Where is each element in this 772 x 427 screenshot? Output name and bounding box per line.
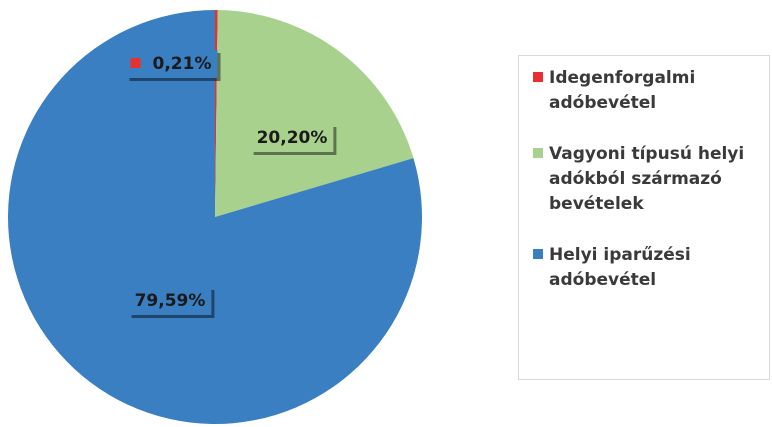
pie-slice [8, 10, 422, 425]
legend-label: Vagyoni típusú helyi adókból származó be… [549, 144, 745, 214]
pie-slice [215, 10, 414, 217]
label-box [128, 287, 212, 315]
data-label-text: 0,21% [153, 54, 212, 74]
legend-key [533, 249, 543, 259]
data-label-text: 20,20% [257, 128, 328, 148]
data-label: 0,21% [126, 50, 221, 81]
data-label: 79,59% [128, 287, 215, 318]
legend-label: Idegenforgalmi adóbevétel [549, 68, 696, 113]
legend-key [533, 72, 543, 82]
legend-entry: Idegenforgalmi adóbevétel [533, 66, 761, 116]
data-label: 20,20% [250, 124, 337, 155]
data-label-text: 79,59% [135, 291, 206, 311]
legend-key [533, 148, 543, 158]
legend: Idegenforgalmi adóbevétel Vagyoni típusú … [518, 55, 770, 380]
legend-entry: Vagyoni típusú helyi adókból származó be… [533, 142, 761, 217]
pie-area: 0,21% 20,20% 79,59% [8, 10, 422, 425]
label-box [250, 124, 334, 152]
label-key [130, 58, 141, 68]
label-box [126, 50, 218, 78]
legend-label: Helyi iparűzési adóbevétel [549, 245, 691, 290]
legend-entry: Helyi iparűzési adóbevétel [533, 243, 761, 293]
